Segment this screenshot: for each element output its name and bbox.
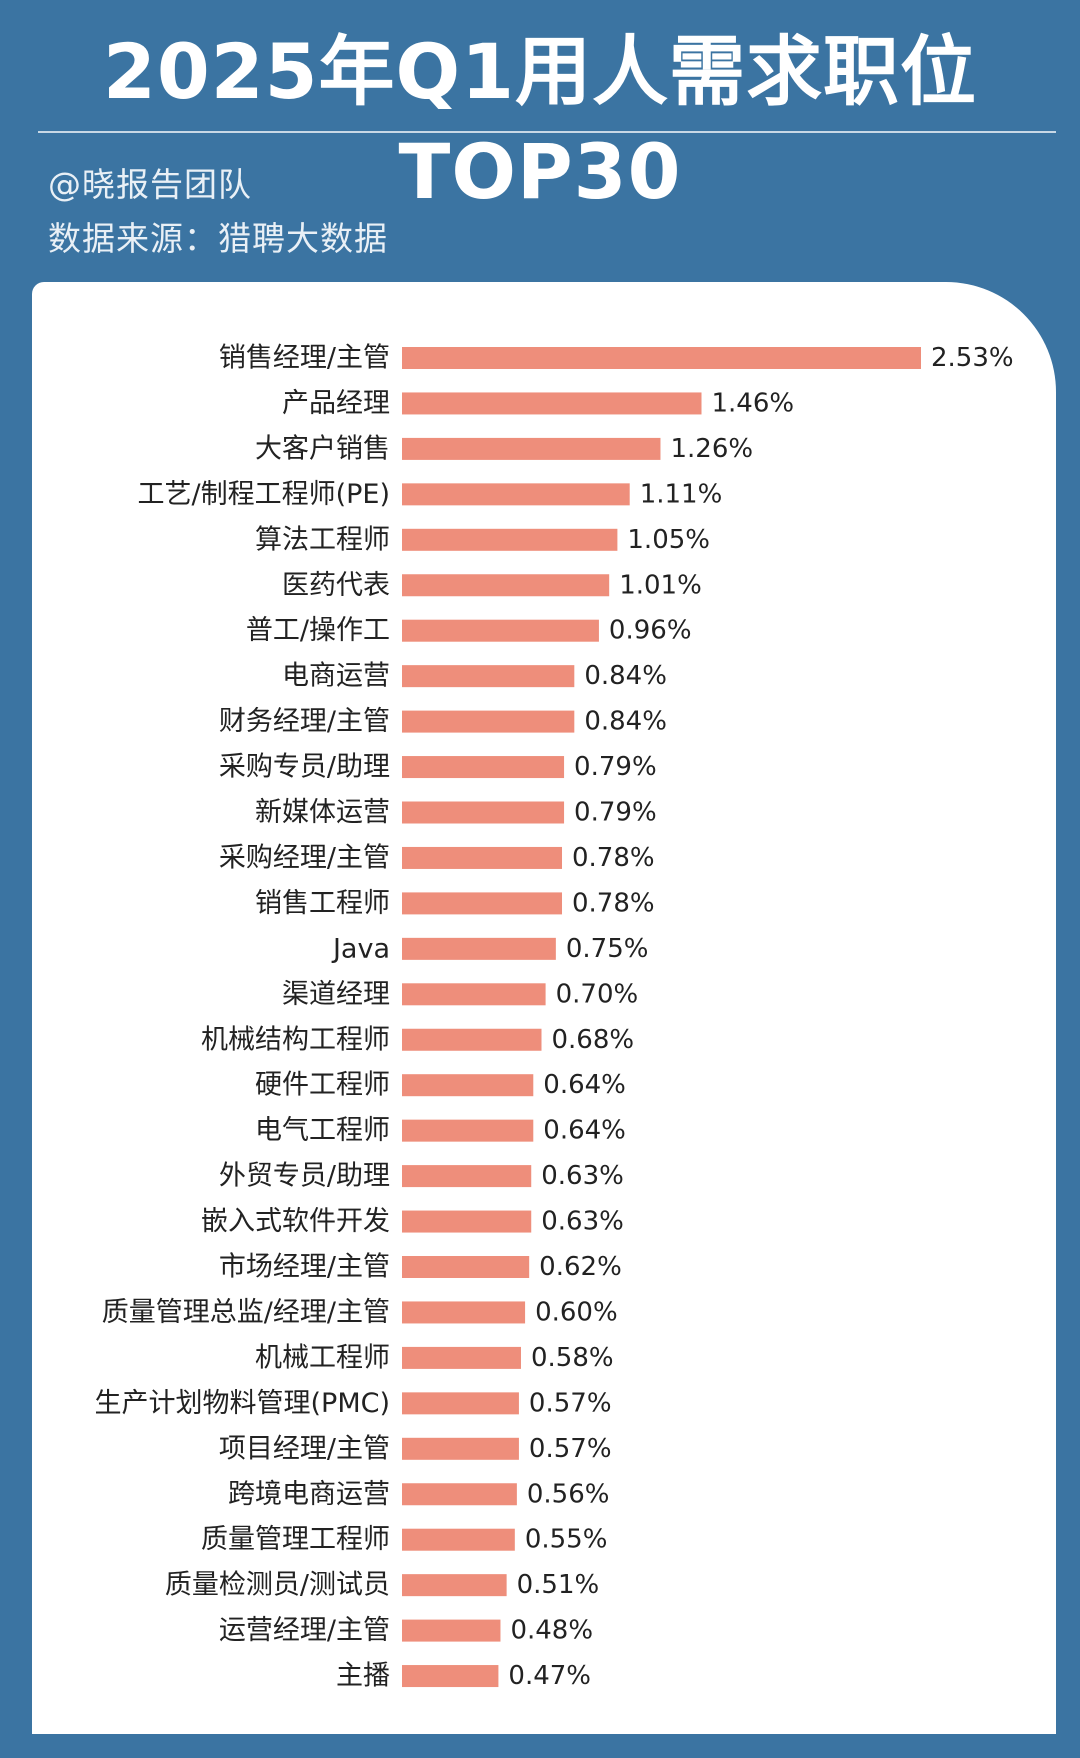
bar <box>402 1074 534 1097</box>
bar <box>402 1256 530 1278</box>
value-label: 0.57% <box>529 1388 612 1418</box>
bar <box>402 1528 515 1551</box>
bar <box>402 619 599 642</box>
category-label: 外贸专员/助理 <box>219 1161 390 1192</box>
category-label: 财务经理/主管 <box>219 706 390 737</box>
bar <box>402 483 630 506</box>
category-label: 销售经理/主管 <box>219 343 390 374</box>
value-label: 1.11% <box>640 479 723 509</box>
category-label: 工艺/制程工程师(PE) <box>137 479 390 510</box>
bar <box>402 801 565 824</box>
value-label: 0.78% <box>572 888 655 918</box>
category-label: 渠道经理 <box>282 979 390 1010</box>
value-label: 2.53% <box>931 343 1014 373</box>
bar <box>402 574 610 597</box>
category-label: 项目经理/主管 <box>219 1433 390 1464</box>
category-label: 采购经理/主管 <box>219 842 390 873</box>
bar <box>402 1165 532 1188</box>
category-label: 生产计划物料管理(PMC) <box>95 1388 391 1419</box>
value-label: 0.79% <box>574 752 657 782</box>
bar <box>402 1619 501 1642</box>
value-label: 1.01% <box>619 570 702 600</box>
value-label: 1.26% <box>670 434 753 464</box>
value-label: 0.96% <box>609 616 692 646</box>
value-label: 0.56% <box>527 1479 610 1509</box>
bar <box>402 1392 519 1415</box>
value-label: 1.46% <box>712 388 795 418</box>
author-label: @晓报告团队 <box>48 165 252 204</box>
bar <box>402 937 556 960</box>
category-label: 普工/操作工 <box>246 615 390 646</box>
bar <box>402 665 575 688</box>
bar <box>402 1665 499 1688</box>
bar <box>402 846 563 869</box>
category-label: 大客户销售 <box>255 433 390 464</box>
category-label: 电商运营 <box>282 661 390 692</box>
category-label: 嵌入式软件开发 <box>201 1206 390 1237</box>
value-label: 0.68% <box>551 1025 634 1055</box>
value-label: 0.57% <box>529 1434 612 1464</box>
category-label: 质量检测员/测试员 <box>165 1570 390 1601</box>
chart-panel: 销售经理/主管 2.53% 产品经理 1.46% 大客户销售 1.26% 工艺/制程工程师(… <box>32 282 1056 1734</box>
category-label: 新媒体运营 <box>255 797 390 828</box>
bar <box>402 1210 532 1233</box>
bar <box>402 1574 507 1597</box>
value-label: 0.79% <box>574 798 657 828</box>
category-label: 运营经理/主管 <box>219 1615 390 1646</box>
value-label: 0.63% <box>541 1207 624 1237</box>
value-label: 0.84% <box>584 707 667 737</box>
bar <box>402 983 546 1006</box>
category-label: 产品经理 <box>282 388 390 419</box>
value-label: 0.70% <box>556 979 639 1009</box>
bar <box>402 1483 517 1506</box>
category-label: 机械工程师 <box>255 1342 390 1373</box>
bar <box>402 437 661 460</box>
value-label: 0.84% <box>584 661 667 691</box>
value-label: 0.58% <box>531 1343 614 1373</box>
title-divider <box>38 131 1056 133</box>
category-label: Java <box>331 933 390 964</box>
category-label: 质量管理总监/经理/主管 <box>102 1297 390 1328</box>
category-label: 主播 <box>336 1661 390 1692</box>
category-label: 算法工程师 <box>255 524 390 555</box>
bar <box>402 756 565 779</box>
value-label: 0.47% <box>508 1661 591 1691</box>
value-label: 0.48% <box>510 1616 593 1646</box>
category-label: 硬件工程师 <box>255 1070 390 1101</box>
value-label: 0.51% <box>517 1570 600 1600</box>
value-label: 0.62% <box>539 1252 622 1282</box>
source-label: 数据来源：猎聘大数据 <box>48 219 388 258</box>
value-label: 0.63% <box>541 1161 624 1191</box>
category-label: 质量管理工程师 <box>201 1524 390 1555</box>
value-label: 0.60% <box>535 1297 618 1327</box>
bar <box>402 347 921 369</box>
page-title: 2025年Q1用人需求职位TOP30 <box>102 27 977 216</box>
value-label: 0.55% <box>525 1525 608 1555</box>
bar <box>402 392 702 415</box>
bar-chart: 销售经理/主管 2.53% 产品经理 1.46% 大客户销售 1.26% 工艺/制程工程师(… <box>95 343 1014 1692</box>
bar <box>402 1437 519 1460</box>
category-label: 机械结构工程师 <box>201 1024 390 1055</box>
bar <box>402 892 563 915</box>
bar <box>402 1119 534 1142</box>
category-label: 销售工程师 <box>255 888 390 919</box>
category-label: 医药代表 <box>282 570 390 601</box>
category-label: 市场经理/主管 <box>219 1252 390 1283</box>
value-label: 1.05% <box>627 525 710 555</box>
bar <box>402 710 575 733</box>
value-label: 0.75% <box>566 934 649 964</box>
category-label: 跨境电商运营 <box>228 1479 390 1510</box>
value-label: 0.64% <box>543 1070 626 1100</box>
bar <box>402 1346 521 1369</box>
category-label: 电气工程师 <box>255 1115 390 1146</box>
value-label: 0.78% <box>572 843 655 873</box>
bar <box>402 1028 542 1051</box>
bar <box>402 528 618 551</box>
category-label: 采购专员/助理 <box>219 752 390 783</box>
bar <box>402 1301 526 1324</box>
value-label: 0.64% <box>543 1116 626 1146</box>
